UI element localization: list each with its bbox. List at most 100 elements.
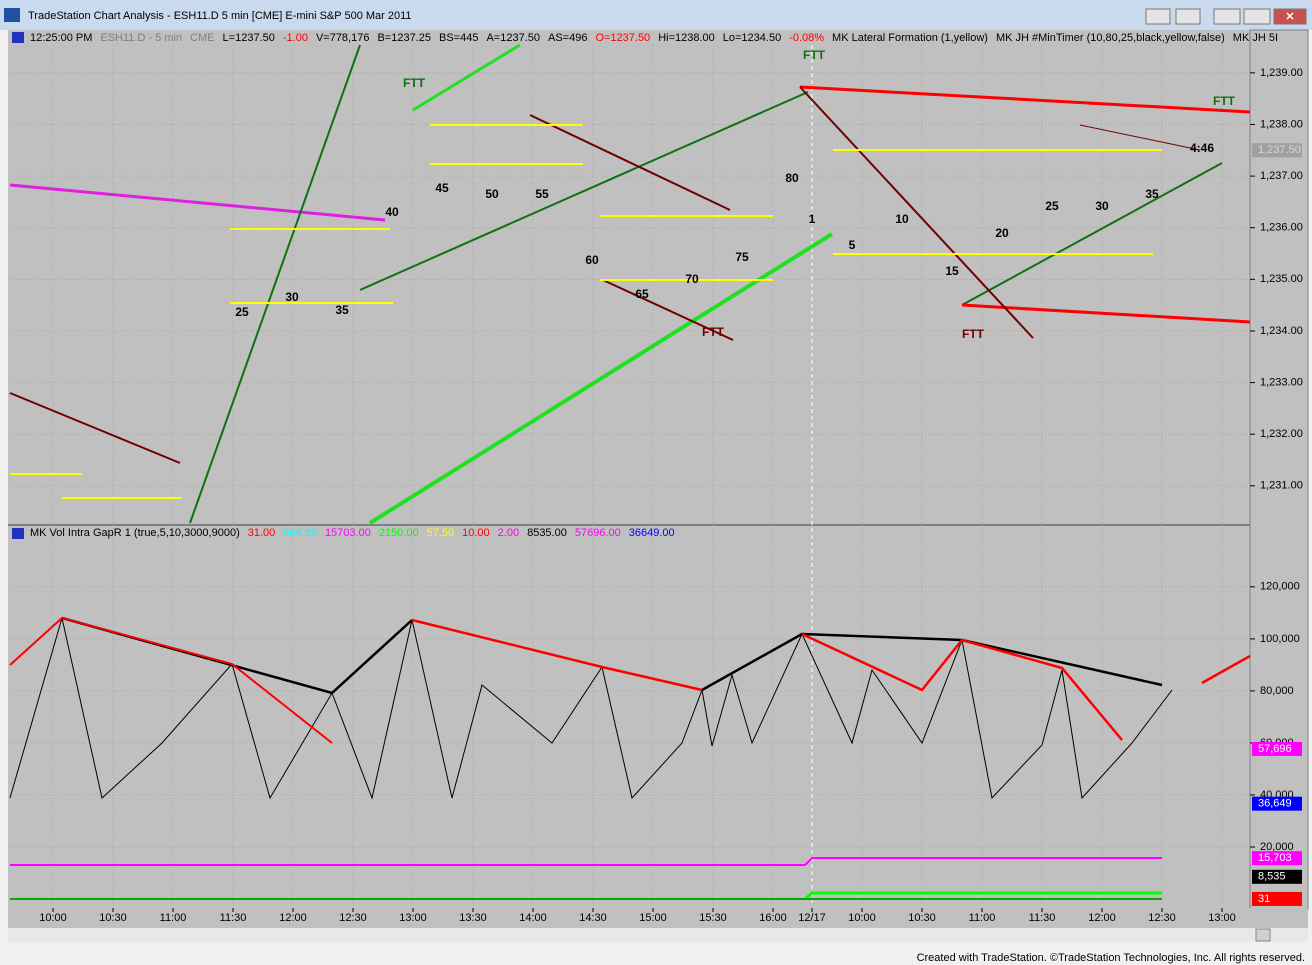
annotation: 80: [785, 171, 799, 185]
trendline: [529, 114, 731, 211]
status-item: V=778,176: [316, 32, 370, 44]
annotation: 75: [735, 250, 749, 264]
scroll-thumb[interactable]: [1255, 928, 1271, 942]
status-item: L=1237.50: [223, 32, 275, 44]
y-tick-label: 1,237.00: [1260, 170, 1303, 182]
status-item: MK JH 5I: [1233, 32, 1278, 44]
time-axis: [8, 908, 1308, 928]
annotation: 35: [335, 303, 349, 317]
average-line: [804, 857, 1162, 866]
trendline: [9, 392, 181, 464]
value-marker-label: 31: [1258, 893, 1270, 905]
indicator-reading: 36649.00: [629, 527, 675, 539]
x-tick-label: 14:30: [579, 912, 607, 924]
trendline: [189, 44, 361, 524]
trendline: [1079, 124, 1201, 151]
y-tick-label: 1,239.00: [1260, 67, 1303, 79]
x-tick-label: 12:00: [279, 912, 307, 924]
annotation: 50: [485, 187, 499, 201]
value-marker-label: 8,535: [1258, 871, 1286, 883]
trendline: [799, 85, 1251, 114]
value-marker: [1252, 741, 1302, 756]
zigzag-thin: [9, 617, 1173, 800]
value-marker-label: 36,649: [1258, 798, 1292, 810]
x-tick-label: 12:00: [1088, 912, 1116, 924]
zigzag-major: [411, 618, 703, 692]
y-tick-label: 1,238.00: [1260, 118, 1303, 130]
title-bar: [0, 0, 1312, 30]
y-tick-label: 20,000: [1260, 841, 1294, 853]
zigzag-major: [1201, 654, 1251, 685]
x-tick-label: 13:30: [459, 912, 487, 924]
value-marker-label: 57,696: [1258, 743, 1292, 755]
annotation: 10: [895, 212, 909, 226]
price-pane: [8, 30, 1308, 525]
footer: Created with TradeStation. ©TradeStation…: [917, 952, 1305, 964]
x-tick-label: 11:30: [1029, 912, 1056, 924]
x-tick-label: 10:00: [848, 912, 876, 924]
annotation: FTT: [962, 327, 985, 341]
annotation: 30: [1095, 199, 1109, 213]
annotation: 60: [585, 253, 599, 267]
trendline: [602, 279, 734, 341]
trendline: [961, 303, 1251, 324]
status-item: BS=445: [439, 32, 478, 44]
x-tick-label: 15:00: [639, 912, 667, 924]
status-item: O=1237.50: [595, 32, 650, 44]
trendline: [368, 232, 834, 525]
value-marker: [1252, 869, 1302, 884]
trendline: [799, 86, 1034, 339]
annotation: 4:46: [1190, 141, 1214, 155]
app-icon: [4, 8, 20, 22]
status-icon: [12, 32, 24, 43]
x-tick-label: 15:30: [699, 912, 727, 924]
scrollbar[interactable]: [8, 928, 1308, 942]
status-item: B=1237.25: [377, 32, 431, 44]
y-tick-label: 80,000: [1260, 685, 1294, 697]
menu-button[interactable]: [1175, 8, 1201, 25]
annotation: FTT: [803, 48, 826, 62]
menu-button[interactable]: [1145, 8, 1171, 25]
trendline: [9, 183, 386, 222]
x-tick-label: 10:30: [99, 912, 127, 924]
minimize-button[interactable]: [1213, 8, 1241, 25]
zigzags: [9, 616, 1251, 901]
y-tick-label: 1,236.00: [1260, 222, 1303, 234]
annotation: 70: [685, 272, 699, 286]
x-tick-label: 13:00: [399, 912, 427, 924]
annotation: 25: [235, 305, 249, 319]
close-icon: ✕: [1285, 11, 1294, 23]
zigzag-major: [701, 632, 1163, 692]
x-tick-label: 11:00: [160, 912, 187, 924]
indicator-icon: [12, 528, 24, 539]
x-tick-label: 11:30: [220, 912, 247, 924]
x-tick-label: 10:00: [39, 912, 67, 924]
indicator-reading: 2.00: [498, 527, 519, 539]
annotation: 65: [635, 287, 649, 301]
annotation: 55: [535, 187, 549, 201]
maximize-button[interactable]: [1243, 8, 1271, 25]
status-item: ESH11.D - 5 min: [100, 32, 182, 44]
indicator-pane: [8, 525, 1308, 910]
zigzag-major: [9, 616, 333, 744]
value-marker: [1252, 851, 1302, 866]
y-tick-label: 1,231.00: [1260, 480, 1303, 492]
status-item: AS=496: [548, 32, 587, 44]
window-title: TradeStation Chart Analysis - ESH11.D 5 …: [28, 10, 412, 22]
close-button[interactable]: [1273, 8, 1307, 25]
trendline: [412, 43, 521, 112]
indicator-reading: 57.50: [427, 527, 455, 539]
indicator-reading: 2150.00: [379, 527, 419, 539]
trendline: [359, 91, 809, 291]
status-item: MK Lateral Formation (1,yellow): [832, 32, 988, 44]
indicator-reading: 10.00: [462, 527, 490, 539]
y-tick-label: 1,232.00: [1260, 428, 1303, 440]
status-item: Hi=1238.00: [658, 32, 715, 44]
value-marker-label: 15,703: [1258, 852, 1292, 864]
annotation: 45: [435, 181, 449, 195]
value-marker: [1252, 796, 1302, 811]
trendlines: [9, 43, 1251, 905]
indicator-reading: 57696.00: [575, 527, 621, 539]
annotations: FTT FTT FTT FTT FTT 4:46 25 30 35 40 45 …: [235, 48, 1235, 341]
